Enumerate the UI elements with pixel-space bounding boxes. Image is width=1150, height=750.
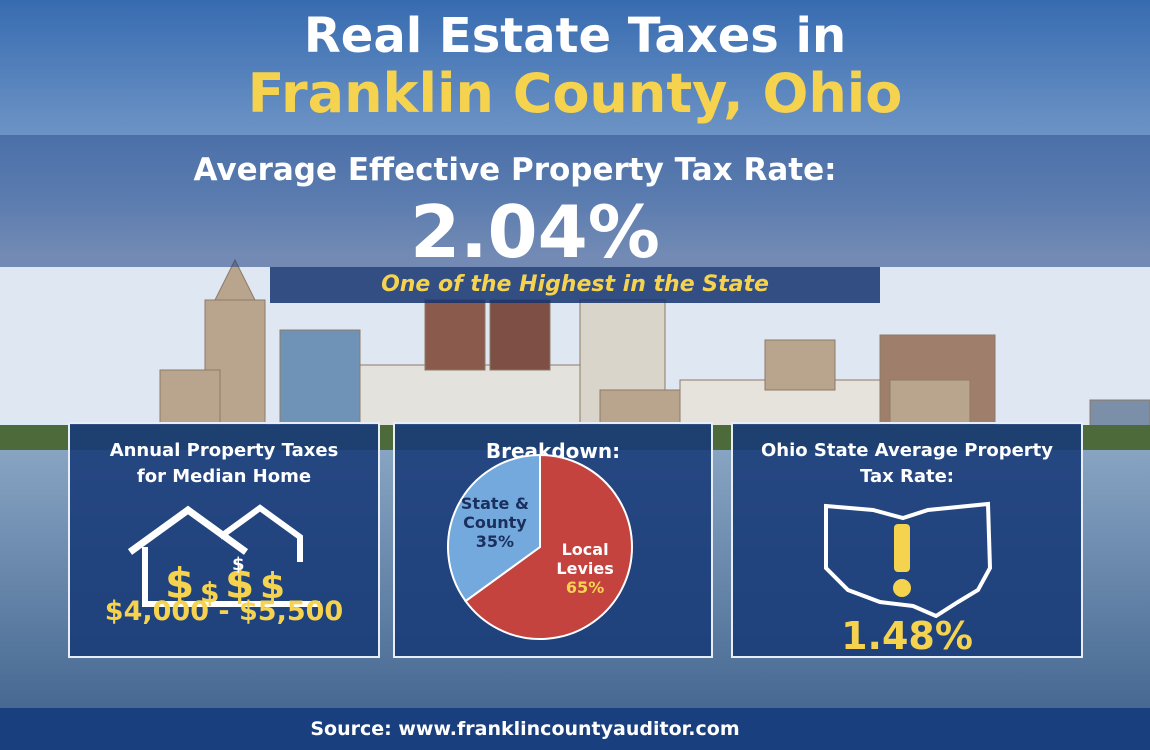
svg-text:$: $ (200, 576, 219, 609)
pie-slice (447, 453, 541, 603)
ohio-icon (824, 501, 993, 618)
svg-text:$: $ (225, 559, 254, 608)
headline-value: 2.04% (410, 190, 660, 274)
card-annual-taxes: Annual Property Taxes for Median Home $ $… (68, 422, 380, 658)
svg-text:$: $ (232, 554, 245, 575)
slice-value-label: 65% (565, 577, 605, 597)
card-title: Annual Property Taxes for Median Home (109, 440, 339, 487)
house-icon: $ $ $ $ $ (127, 504, 320, 609)
slice-value-label: 35% (475, 532, 515, 552)
pie-chart (447, 453, 633, 640)
slice-category: State & County (460, 494, 529, 533)
slice-label: State & County 35% (445, 494, 545, 551)
slice-category: Local Levies (556, 539, 614, 578)
pie-slice (464, 453, 633, 640)
card-title: Ohio State Average Property Tax Rate: (760, 440, 1054, 487)
title-line1: Real Estate Taxes in (303, 8, 847, 64)
title-line2: Franklin County, Ohio (247, 62, 903, 125)
headline-note: One of the Highest in the State (381, 272, 769, 297)
svg-text:$: $ (260, 566, 285, 607)
card-value: $4,000 - $5,500 (104, 596, 344, 627)
card-value: 1.48% (841, 614, 973, 658)
svg-text:$: $ (165, 559, 194, 608)
slice-label: Local Levies 65% (535, 540, 635, 597)
headline-label: Average Effective Property Tax Rate: (193, 152, 837, 188)
card-breakdown: Breakdown: Local Levies 65% State & County… (393, 422, 713, 658)
source: Source: www.franklincountyauditor.com (310, 718, 740, 740)
card-ohio-average: Ohio State Average Property Tax Rate: 1.… (731, 422, 1083, 658)
